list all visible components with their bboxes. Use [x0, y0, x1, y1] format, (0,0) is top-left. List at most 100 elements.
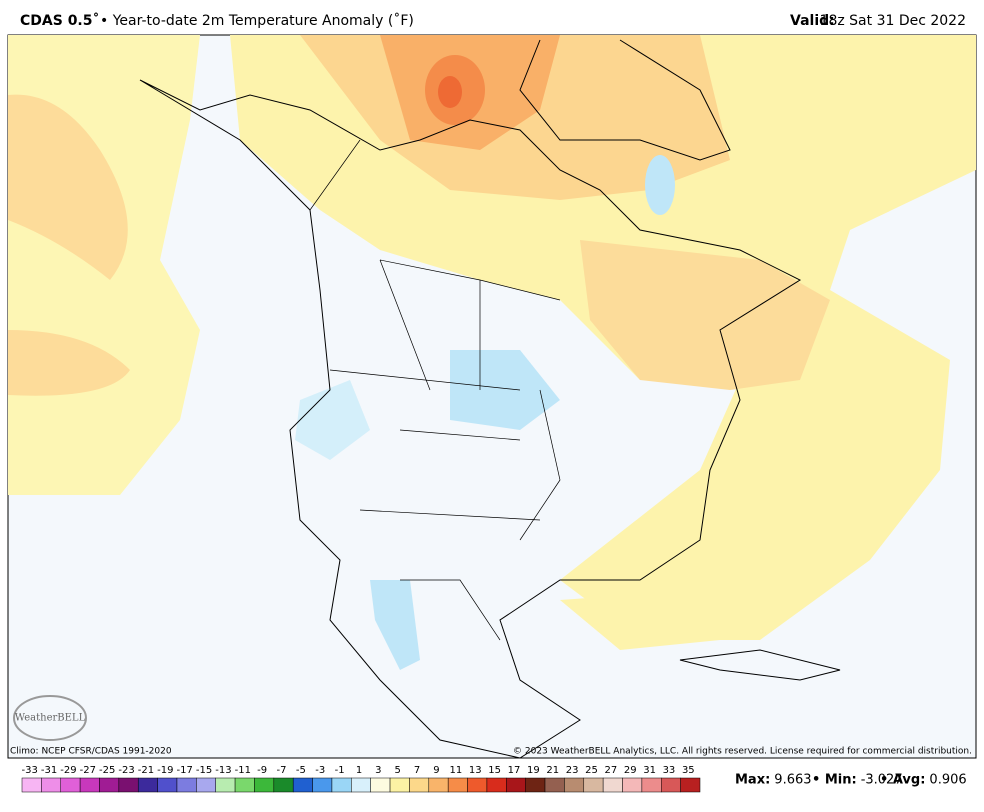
colorbar-label: -7: [277, 765, 287, 776]
logo: WeatherBELL: [15, 713, 86, 724]
colorbar-label: -25: [99, 765, 115, 776]
anomaly-area: [370, 580, 420, 670]
color-swatch: [447, 777, 468, 793]
anomaly-area: [295, 380, 370, 460]
color-swatch: [215, 777, 236, 793]
color-swatch: [486, 777, 507, 793]
color-swatch: [196, 777, 216, 793]
colorbar-label: 33: [663, 765, 676, 776]
title: • Year-to-date 2m Temperature Anomaly (˚…: [100, 12, 414, 29]
colorbar-label: -13: [215, 765, 231, 776]
color-swatch: [292, 777, 313, 793]
border: [309, 139, 561, 641]
color-swatch: [389, 777, 410, 793]
colorbar-label: 31: [643, 765, 656, 776]
color-swatch: [60, 777, 81, 793]
color-swatch: [351, 777, 371, 793]
valid-label: Valid:: [790, 13, 835, 29]
colorbar-label: 5: [395, 765, 401, 776]
stat-label: Max:: [735, 773, 770, 788]
color-swatch: [99, 777, 120, 793]
colorbar-label: 1: [356, 765, 362, 776]
colorbar-label: -19: [157, 765, 173, 776]
color-swatch: [544, 777, 565, 793]
colorbar-label: -9: [257, 765, 267, 776]
color-swatch: [157, 777, 178, 793]
colorbar-label: -21: [138, 765, 154, 776]
anomaly-area: [450, 350, 560, 430]
colorbar-label: 3: [375, 765, 381, 776]
stat-value: -3.027: [861, 773, 903, 788]
color-swatch: [254, 777, 275, 793]
color-swatch: [41, 777, 61, 793]
color-swatch: [79, 777, 100, 793]
color-swatch: [118, 777, 139, 793]
color-swatch: [370, 777, 391, 793]
anomaly-area: [8, 330, 130, 396]
colorbar-label: -5: [296, 765, 306, 776]
colorbar-label: -17: [176, 765, 192, 776]
color-swatch: [331, 777, 352, 793]
colorbar-label: -1: [335, 765, 345, 776]
color-swatch: [409, 777, 430, 793]
stat-label: • Min:: [812, 773, 857, 788]
color-swatch: [21, 777, 42, 793]
product: CDAS 0.5˚: [20, 12, 100, 29]
stat-value: 0.906: [929, 773, 966, 788]
color-swatch: [680, 777, 701, 793]
color-swatch: [622, 777, 643, 793]
copyright: © 2023 WeatherBELL Analytics, LLC. All r…: [513, 747, 972, 757]
colorbar-label: 27: [604, 765, 617, 776]
colorbar-label: 23: [566, 765, 579, 776]
colorbar-label: -31: [41, 765, 57, 776]
color-swatch: [312, 777, 333, 793]
color-swatch: [506, 777, 526, 793]
stat-label: • Avg:: [880, 773, 925, 788]
colorbar-label: 35: [682, 765, 695, 776]
color-swatch: [661, 777, 681, 793]
colorbar-label: 11: [449, 765, 462, 776]
color-swatch: [428, 777, 449, 793]
anomaly-area: [230, 35, 976, 640]
anomaly-area: [438, 76, 462, 108]
colorbar-label: 17: [508, 765, 521, 776]
colorbar-label: -33: [22, 765, 38, 776]
color-swatch: [525, 777, 546, 793]
anomaly-area: [580, 240, 830, 390]
climo-note: Climo: NCEP CFSR/CDAS 1991-2020: [10, 747, 172, 757]
color-swatch: [583, 777, 604, 793]
anomaly-area: [8, 94, 128, 280]
colorbar-label: 9: [433, 765, 439, 776]
stat-value: 9.663: [774, 773, 811, 788]
color-swatch: [467, 777, 488, 793]
color-swatch: [273, 777, 294, 793]
colorbar-label: 21: [546, 765, 559, 776]
valid-time: 18z Sat 31 Dec 2022: [820, 13, 966, 29]
colorbar-label: 29: [624, 765, 637, 776]
colorbar-label: 15: [488, 765, 501, 776]
coastline: [519, 39, 731, 161]
colorbar-label: 7: [414, 765, 420, 776]
colorbar-label: -15: [196, 765, 212, 776]
color-swatch: [234, 777, 255, 793]
colorbar-label: -27: [80, 765, 96, 776]
stats: Max: 9.663 • Min: -3.027• Avg: 0.906: [735, 773, 967, 788]
colorbar: -33 -31 -29 -27 -25 -23 -21 -19 -17 -15 -13 -11 -9 -7…: [21, 765, 701, 793]
color-swatch: [564, 777, 585, 793]
colorbar-label: -29: [60, 765, 76, 776]
colorbar-label: -11: [235, 765, 251, 776]
colorbar-label: -3: [315, 765, 325, 776]
colorbar-label: 25: [585, 765, 598, 776]
anomaly-area: [560, 590, 720, 650]
logo-swirl: [13, 695, 87, 741]
color-swatch: [176, 777, 197, 793]
color-swatch: [641, 777, 662, 793]
colorbar-label: -23: [118, 765, 134, 776]
color-swatch: [602, 777, 623, 793]
coastline: [139, 79, 802, 758]
coastline: [679, 649, 841, 681]
color-swatch: [137, 777, 158, 793]
colorbar-label: 19: [527, 765, 540, 776]
map: WeatherBELL Climo: NCEP CFSR/CDAS 1991-2…: [7, 34, 977, 759]
